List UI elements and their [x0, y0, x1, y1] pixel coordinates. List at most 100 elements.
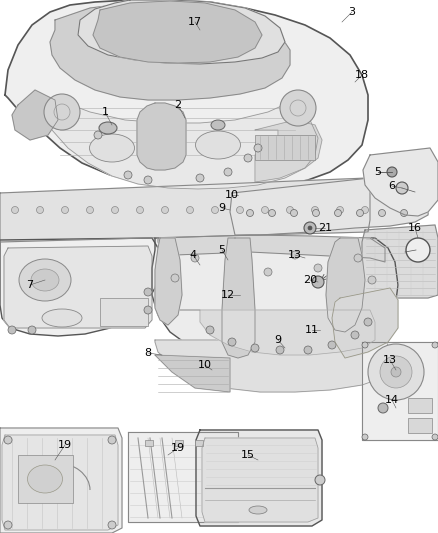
Polygon shape [93, 1, 262, 63]
Circle shape [312, 209, 319, 216]
Circle shape [335, 209, 342, 216]
Ellipse shape [19, 259, 71, 301]
Text: 5: 5 [219, 245, 226, 255]
Text: 6: 6 [389, 181, 396, 191]
Bar [18, 455, 73, 503]
Circle shape [196, 174, 204, 182]
Text: 16: 16 [408, 223, 422, 233]
Polygon shape [362, 342, 438, 440]
Circle shape [304, 346, 312, 354]
Circle shape [206, 326, 214, 334]
Text: 13: 13 [383, 355, 397, 365]
Text: 15: 15 [241, 450, 255, 460]
Bar [408, 418, 432, 433]
Circle shape [187, 206, 194, 214]
Text: 19: 19 [171, 443, 185, 453]
Circle shape [380, 356, 412, 388]
Circle shape [261, 206, 268, 214]
Circle shape [44, 94, 80, 130]
Circle shape [378, 403, 388, 413]
Polygon shape [362, 225, 438, 298]
Polygon shape [180, 310, 375, 355]
Circle shape [247, 209, 254, 216]
Polygon shape [155, 340, 392, 392]
Circle shape [362, 342, 368, 348]
Polygon shape [332, 288, 398, 358]
Circle shape [387, 167, 397, 177]
Text: 10: 10 [225, 190, 239, 200]
Circle shape [315, 475, 325, 485]
Text: 10: 10 [198, 360, 212, 370]
Ellipse shape [31, 269, 59, 291]
Bar [255, 135, 315, 160]
Circle shape [276, 346, 284, 354]
Circle shape [251, 344, 259, 352]
Text: 9: 9 [275, 335, 282, 345]
Polygon shape [158, 235, 385, 262]
Circle shape [280, 90, 316, 126]
Circle shape [212, 206, 219, 214]
Polygon shape [155, 238, 182, 325]
Polygon shape [196, 430, 322, 526]
Polygon shape [78, 0, 285, 64]
Text: 18: 18 [355, 70, 369, 80]
Polygon shape [202, 438, 318, 522]
Circle shape [364, 318, 372, 326]
Circle shape [228, 338, 236, 346]
Circle shape [268, 209, 276, 216]
Ellipse shape [28, 465, 63, 493]
Polygon shape [155, 355, 230, 392]
Bar [100, 298, 148, 326]
Circle shape [124, 171, 132, 179]
Circle shape [308, 226, 312, 230]
Text: 12: 12 [221, 290, 235, 300]
Circle shape [378, 209, 385, 216]
Ellipse shape [249, 506, 267, 514]
Circle shape [28, 326, 36, 334]
Circle shape [224, 168, 232, 176]
Circle shape [391, 367, 401, 377]
Circle shape [144, 306, 152, 314]
Circle shape [286, 206, 293, 214]
Text: 17: 17 [188, 17, 202, 27]
Polygon shape [230, 178, 430, 235]
Circle shape [144, 288, 152, 296]
Polygon shape [0, 178, 370, 242]
Circle shape [86, 206, 93, 214]
Circle shape [361, 206, 368, 214]
Text: 8: 8 [145, 348, 152, 358]
Circle shape [11, 206, 18, 214]
Circle shape [4, 521, 12, 529]
Circle shape [406, 238, 430, 262]
Circle shape [432, 434, 438, 440]
Text: 14: 14 [385, 395, 399, 405]
Ellipse shape [99, 122, 117, 134]
Text: 13: 13 [288, 250, 302, 260]
Circle shape [290, 209, 297, 216]
Circle shape [244, 154, 252, 162]
Circle shape [351, 331, 359, 339]
Polygon shape [128, 432, 238, 522]
Polygon shape [0, 428, 122, 533]
Circle shape [368, 276, 376, 284]
Circle shape [264, 268, 272, 276]
Polygon shape [2, 435, 118, 530]
Polygon shape [12, 90, 58, 140]
Polygon shape [255, 120, 322, 182]
Circle shape [304, 222, 316, 234]
Bar [408, 398, 432, 413]
Circle shape [368, 344, 424, 400]
Circle shape [336, 206, 343, 214]
Circle shape [354, 254, 362, 262]
Circle shape [137, 206, 144, 214]
Ellipse shape [211, 120, 225, 130]
Text: 1: 1 [102, 107, 109, 117]
Circle shape [432, 342, 438, 348]
Circle shape [108, 521, 116, 529]
Circle shape [94, 131, 102, 139]
Polygon shape [0, 238, 160, 336]
Circle shape [362, 434, 368, 440]
Ellipse shape [89, 134, 134, 162]
Circle shape [311, 206, 318, 214]
Text: 3: 3 [349, 7, 356, 17]
